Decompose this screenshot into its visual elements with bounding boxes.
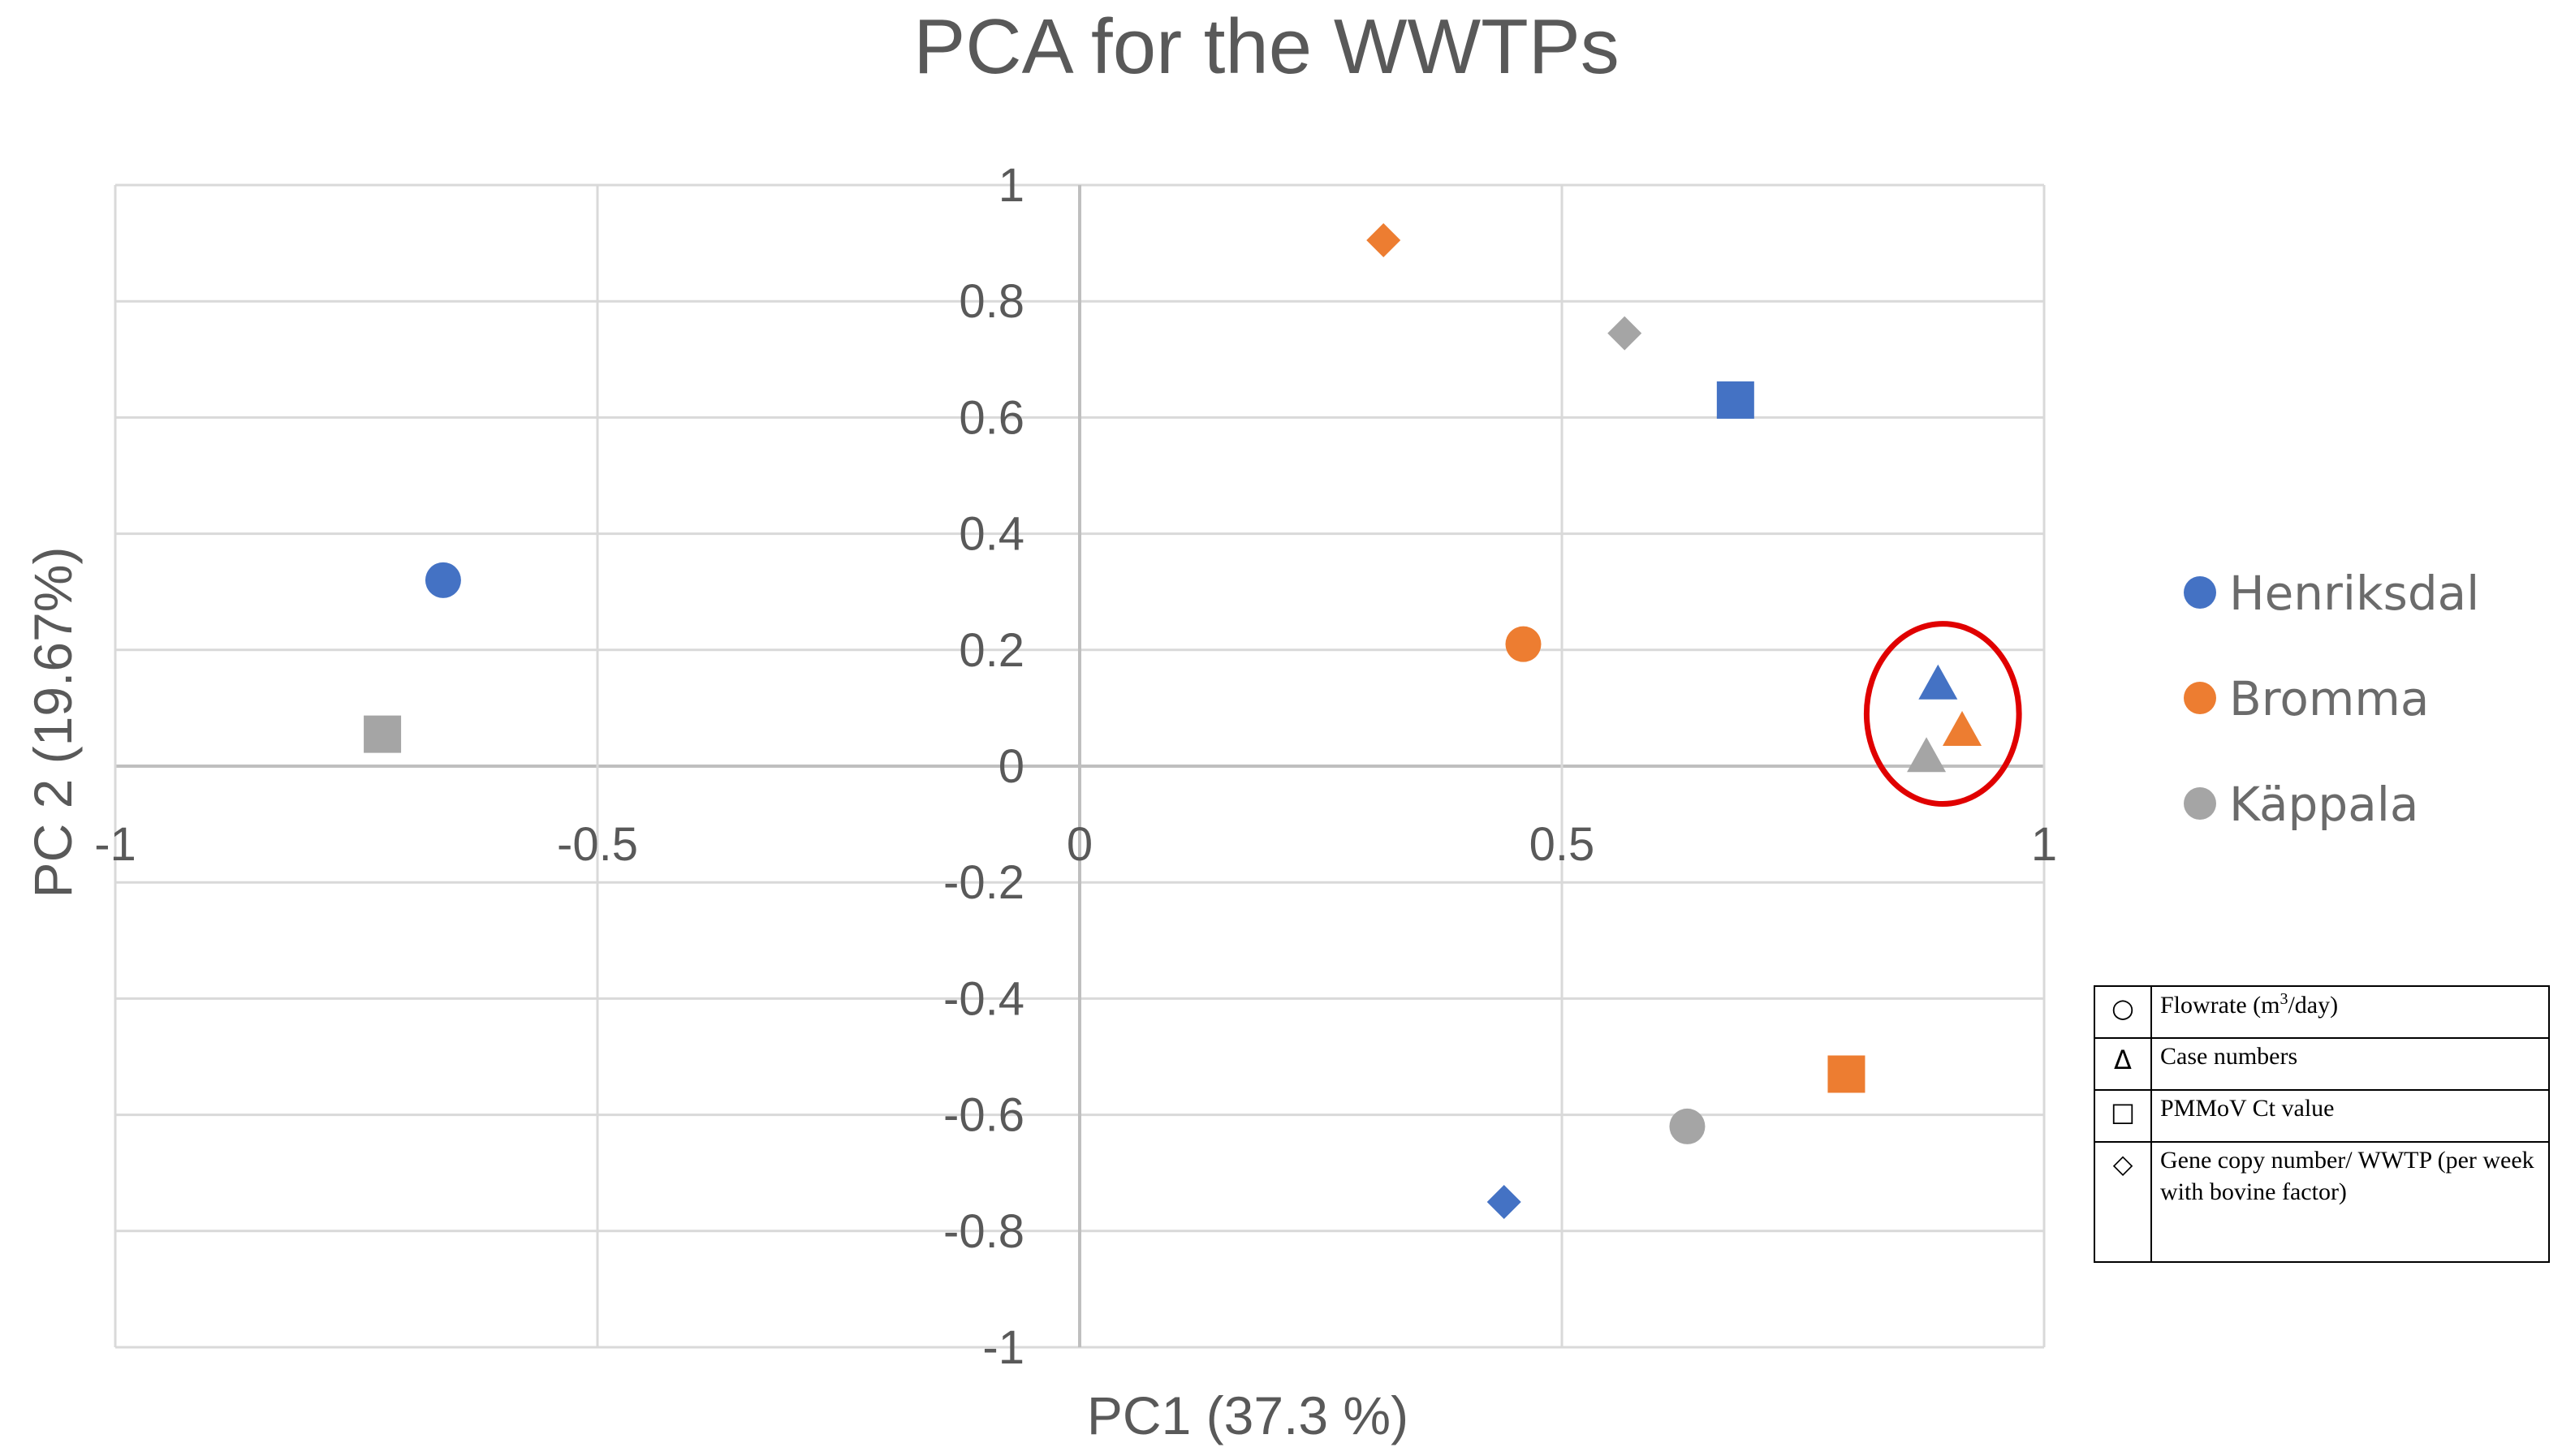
diamond-icon: ◇ <box>2094 1141 2152 1263</box>
chart-title: PCA for the WWTPs <box>913 3 1619 90</box>
y-tick-label: -0.6 <box>943 1089 1024 1142</box>
y-tick-label: 0.8 <box>959 275 1024 328</box>
x-axis-title: PC1 (37.3 %) <box>1087 1385 1408 1445</box>
bromma-triangle-point <box>1943 711 1982 747</box>
marker-key-row: ◇ Gene copy number/ WWTP (per week with … <box>2094 1141 2550 1263</box>
data-points <box>364 223 1982 1219</box>
triangle-icon: Δ <box>2094 1037 2152 1091</box>
marker-key-row: ○ Flowrate (m3/day) <box>2094 985 2550 1039</box>
marker-key-label: Gene copy number/ WWTP (per week with bo… <box>2150 1141 2550 1263</box>
x-tick-label: 0 <box>1067 818 1093 871</box>
x-tick-label: -1 <box>94 818 136 871</box>
bromma-diamond-point <box>1366 223 1401 258</box>
superscript-three: 3 <box>2280 990 2288 1008</box>
bromma-circle-point <box>1505 626 1542 662</box>
marker-key-row: □ PMMoV Ct value <box>2094 1089 2550 1143</box>
y-tick-label: 0 <box>999 740 1024 793</box>
y-tick-label: 1 <box>999 159 1024 212</box>
y-tick-label: -0.2 <box>943 856 1024 909</box>
bromma-square-point <box>1827 1055 1865 1093</box>
kppala-square-point <box>364 715 402 753</box>
circle-icon: ○ <box>2094 985 2152 1039</box>
annotation <box>1863 621 2022 808</box>
x-tick-label: 0.5 <box>1529 818 1595 871</box>
marker-key-row: Δ Case numbers <box>2094 1037 2550 1091</box>
y-tick-label: -0.8 <box>943 1205 1024 1258</box>
highlight-ellipse <box>1863 621 2022 808</box>
y-axis-title: PC 2 (19.67%) <box>23 547 83 898</box>
kppala-triangle-point <box>1907 737 1947 773</box>
marker-key-label-text: Flowrate (m <box>2160 992 2280 1019</box>
square-icon: □ <box>2094 1089 2152 1143</box>
marker-key-table: ○ Flowrate (m3/day) Δ Case numbers □ PMM… <box>2094 985 2550 1263</box>
henriksdal-triangle-point <box>1918 664 1958 700</box>
y-tick-label: -1 <box>982 1321 1024 1374</box>
kppala-circle-point <box>1669 1108 1706 1144</box>
x-tick-label: 1 <box>2031 818 2057 871</box>
y-tick-label: -0.4 <box>943 972 1024 1025</box>
tick-labels: 1 0.8 0.6 0.4 0.2 0 -0.2 -0.4 -0.6 -0.8 -1 -1 -0.5 0 0… <box>94 159 2057 1374</box>
kppala-diamond-point <box>1607 316 1642 351</box>
legend: Henriksdal Bromma Käppala <box>2184 566 2479 832</box>
marker-key-label: Case numbers <box>2150 1037 2550 1091</box>
legend-marker-bromma <box>2184 682 2216 714</box>
marker-key-label-unit: /day) <box>2288 992 2339 1019</box>
y-tick-label: 0.2 <box>959 624 1024 677</box>
legend-label-bromma: Bromma <box>2229 671 2429 726</box>
henriksdal-square-point <box>1716 381 1754 419</box>
y-tick-label: 0.4 <box>959 508 1024 561</box>
x-tick-label: -0.5 <box>557 818 638 871</box>
legend-label-henriksdal: Henriksdal <box>2229 566 2479 621</box>
legend-marker-kppala <box>2184 787 2216 820</box>
henriksdal-circle-point <box>425 562 461 598</box>
henriksdal-diamond-point <box>1486 1185 1521 1219</box>
grid <box>114 183 2046 1349</box>
marker-key-label: PMMoV Ct value <box>2150 1089 2550 1143</box>
y-tick-label: 0.6 <box>959 391 1024 444</box>
legend-label-kppala: Käppala <box>2229 777 2418 832</box>
marker-key-label: Flowrate (m3/day) <box>2150 985 2550 1039</box>
legend-marker-henriksdal <box>2184 576 2216 609</box>
